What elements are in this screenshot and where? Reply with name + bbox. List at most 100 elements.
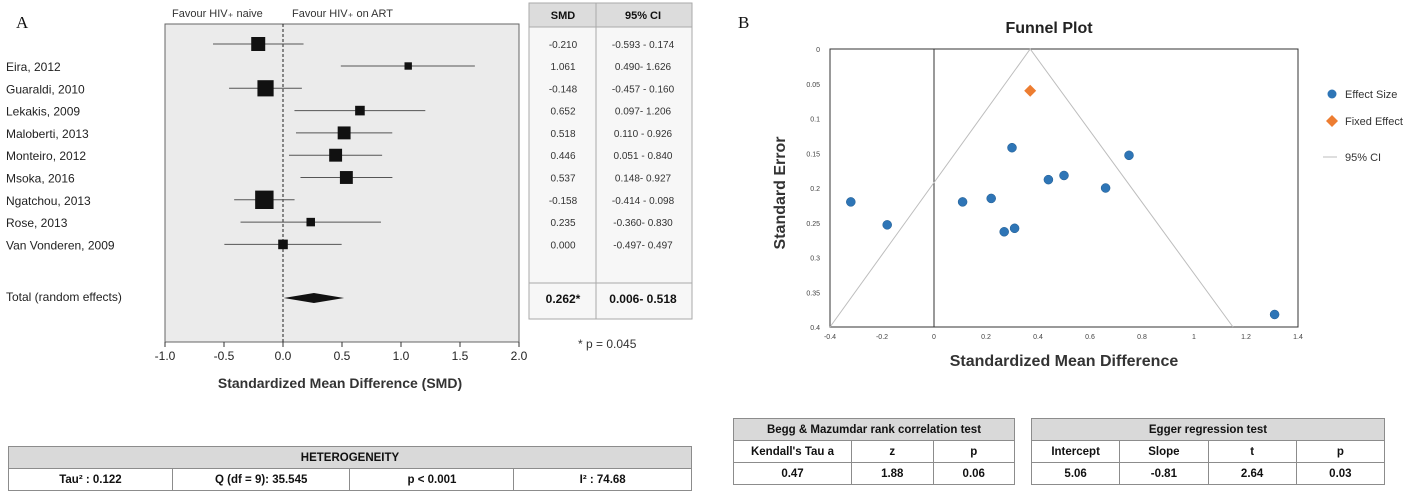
forest-smd-value: 0.518 bbox=[550, 129, 575, 140]
funnel-effect-point bbox=[1269, 309, 1280, 320]
forest-col-smd: SMD bbox=[551, 10, 576, 22]
heterogeneity-q: Q (df = 9): 35.545 bbox=[171, 468, 351, 491]
forest-smd-value: 0.652 bbox=[550, 107, 575, 118]
legend-fixed-marker bbox=[1326, 115, 1338, 127]
egger-value-intercept: 5.06 bbox=[1030, 462, 1121, 485]
forest-ci-value: -0.497- 0.497 bbox=[613, 240, 673, 251]
forest-point-marker bbox=[355, 105, 365, 116]
forest-point-marker bbox=[255, 190, 274, 209]
funnel-x-tick-label: 0.6 bbox=[1085, 334, 1095, 341]
forest-study-label: Monteiro, 2012 bbox=[6, 149, 86, 163]
forest-smd-value: -0.148 bbox=[549, 84, 578, 95]
forest-x-tick-label: 1.0 bbox=[393, 349, 410, 363]
funnel-x-tick-label: -0.4 bbox=[824, 334, 836, 341]
forest-smd-value: -0.210 bbox=[549, 40, 578, 51]
funnel-plot: Funnel Plot -0.4 -0.2 0 0.2 0.4 0.6 0.8 1 1.2 1.4… bbox=[772, 20, 1403, 370]
forest-study-label: Msoka, 2016 bbox=[6, 172, 75, 186]
forest-total-ci: 0.006- 0.518 bbox=[609, 292, 677, 306]
egger-header-p: p bbox=[1295, 440, 1386, 463]
funnel-y-tick-label: 0.05 bbox=[806, 82, 820, 89]
funnel-effect-point bbox=[882, 220, 892, 230]
heterogeneity-title: HETEROGENEITY bbox=[8, 446, 692, 469]
forest-ci-value: 0.148- 0.927 bbox=[615, 174, 672, 185]
egger-value-t: 2.64 bbox=[1207, 462, 1297, 485]
begg-title: Begg & Mazumdar rank correlation test bbox=[733, 418, 1015, 441]
legend-ci-label: 95% CI bbox=[1345, 152, 1381, 164]
forest-smd-value: -0.158 bbox=[549, 196, 578, 207]
forest-ci-value: 0.490- 1.626 bbox=[615, 62, 672, 73]
begg-header-tau: Kendall's Tau a bbox=[732, 440, 853, 463]
heterogeneity-p: p < 0.001 bbox=[349, 468, 515, 491]
forest-ci-value: -0.457 - 0.160 bbox=[612, 84, 675, 95]
forest-ci-value: -0.414 - 0.098 bbox=[612, 196, 675, 207]
funnel-ci-lines bbox=[829, 48, 1234, 328]
egger-title: Egger regression test bbox=[1031, 418, 1385, 441]
funnel-x-tick-label: 1.2 bbox=[1241, 334, 1251, 341]
forest-study-label: Maloberti, 2013 bbox=[6, 127, 89, 141]
funnel-effect-point bbox=[1009, 223, 1020, 234]
egger-header-intercept: Intercept bbox=[1030, 440, 1121, 463]
funnel-x-tick-label: -0.2 bbox=[876, 334, 888, 341]
forest-xlabel: Standardized Mean Difference (SMD) bbox=[218, 375, 462, 391]
funnel-effect-point bbox=[999, 227, 1009, 237]
forest-point-marker bbox=[251, 37, 266, 51]
funnel-effect-point bbox=[1007, 142, 1017, 153]
forest-stats-panel bbox=[528, 2, 693, 320]
forest-study-label: Eira, 2012 bbox=[6, 60, 61, 74]
funnel-x-tick-label: 1 bbox=[1192, 334, 1196, 341]
forest-ci-value: 0.051 - 0.840 bbox=[614, 151, 673, 162]
funnel-plot-area bbox=[829, 48, 1299, 328]
forest-total-smd: 0.262* bbox=[546, 292, 581, 306]
forest-ci-value: -0.593 - 0.174 bbox=[612, 40, 675, 51]
forest-study-label: Guaraldi, 2010 bbox=[6, 82, 85, 96]
forest-header-right: Favour HIV₊ on ART bbox=[292, 8, 393, 20]
funnel-y-tick-label: 0.25 bbox=[806, 221, 820, 228]
funnel-y-tick-label: 0.4 bbox=[810, 325, 820, 332]
panel-letter-b: B bbox=[738, 13, 750, 32]
forest-x-tick-label: 0.5 bbox=[334, 349, 351, 363]
funnel-effect-point bbox=[957, 197, 968, 207]
panel-letter-a: A bbox=[16, 13, 29, 32]
forest-study-label: Lekakis, 2009 bbox=[6, 105, 80, 119]
funnel-y-tick-label: 0.3 bbox=[810, 256, 820, 263]
forest-point-marker bbox=[329, 148, 343, 162]
funnel-y-tick-label: 0.2 bbox=[810, 186, 820, 193]
forest-smd-value: 0.446 bbox=[550, 151, 575, 162]
funnel-title: Funnel Plot bbox=[1005, 20, 1093, 37]
funnel-x-tick-label: 0 bbox=[932, 334, 936, 341]
funnel-y-tick-label: 0.1 bbox=[810, 117, 820, 124]
funnel-effect-point bbox=[1124, 150, 1134, 161]
forest-study-label: Ngatchou, 2013 bbox=[6, 194, 91, 208]
forest-x-tick-label: 1.5 bbox=[452, 349, 469, 363]
begg-value-tau: 0.47 bbox=[732, 462, 853, 485]
forest-total-label: Total (random effects) bbox=[6, 290, 122, 304]
begg-value-z: 1.88 bbox=[851, 462, 934, 485]
forest-header-left: Favour HIV₊ naive bbox=[172, 8, 263, 20]
egger-header-t: t bbox=[1207, 440, 1297, 463]
egger-value-p: 0.03 bbox=[1295, 462, 1386, 485]
forest-ci-value: 0.110 - 0.926 bbox=[614, 129, 673, 140]
funnel-y-tick-label: 0 bbox=[816, 47, 820, 54]
legend-effect-marker bbox=[1327, 89, 1337, 99]
funnel-x-tick-label: 0.4 bbox=[1033, 334, 1043, 341]
funnel-effect-point bbox=[846, 197, 856, 207]
forest-x-tick-label: 2.0 bbox=[511, 349, 528, 363]
funnel-y-tick-label: 0.15 bbox=[806, 151, 820, 158]
forest-stats-header bbox=[528, 2, 693, 28]
forest-smd-value: 1.061 bbox=[550, 62, 575, 73]
forest-point-marker bbox=[404, 62, 412, 70]
funnel-effect-point bbox=[1100, 183, 1111, 193]
egger-header-slope: Slope bbox=[1119, 440, 1209, 463]
forest-x-tick-label: -0.5 bbox=[214, 349, 235, 363]
begg-table: Begg & Mazumdar rank correlation test Ke… bbox=[732, 418, 1015, 485]
begg-header-z: z bbox=[851, 440, 934, 463]
forest-point-marker bbox=[306, 217, 315, 227]
begg-value-p: 0.06 bbox=[932, 462, 1015, 485]
heterogeneity-table: HETEROGENEITY Tau² : 0.122 Q (df = 9): 3… bbox=[8, 446, 692, 491]
forest-study-label: Van Vonderen, 2009 bbox=[6, 238, 115, 252]
funnel-x-tick-label: 0.8 bbox=[1137, 334, 1147, 341]
funnel-y-tick-label: 0.35 bbox=[806, 290, 820, 297]
funnel-x-tick-label: 0.2 bbox=[981, 334, 991, 341]
forest-ci-value: 0.097- 1.206 bbox=[615, 107, 672, 118]
funnel-x-tick-label: 1.4 bbox=[1293, 334, 1303, 341]
